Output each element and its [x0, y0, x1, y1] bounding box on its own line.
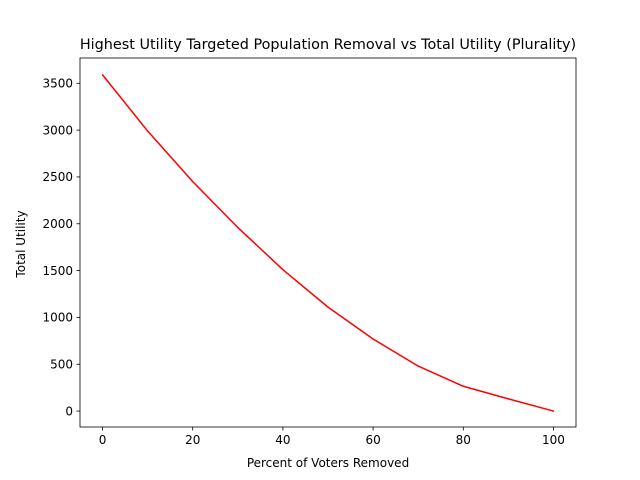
y-axis-label: Total Utility [14, 210, 28, 278]
data-point [372, 338, 374, 340]
data-point [552, 410, 555, 412]
x-tick-label: 0 [99, 433, 107, 447]
data-point [417, 365, 419, 367]
data-point [146, 130, 149, 132]
y-axis: 0 500 1000 1500 2000 2500 3000 3500 [42, 77, 80, 418]
y-tick-label: 1000 [42, 311, 73, 325]
plot-area [79, 57, 577, 428]
x-tick-label: 60 [365, 433, 380, 447]
x-axis: 0 20 40 60 80 100 [99, 427, 565, 447]
data-point [507, 398, 510, 400]
y-tick-label: 1500 [42, 264, 73, 278]
y-tick-label: 0 [65, 404, 73, 418]
x-tick-label: 40 [275, 433, 290, 447]
data-point [327, 306, 329, 308]
data-point [237, 226, 239, 229]
y-tick-label: 500 [50, 358, 73, 372]
data-point [101, 74, 104, 76]
x-tick-label: 80 [456, 433, 471, 447]
y-tick-label: 3000 [42, 123, 73, 137]
y-tick-label: 3500 [42, 77, 73, 91]
plot-frame [79, 57, 577, 428]
y-tick-label: 2000 [42, 217, 73, 231]
x-tick-label: 100 [542, 433, 565, 447]
chart-title: Highest Utility Targeted Population Remo… [80, 37, 576, 53]
data-point [462, 385, 465, 388]
x-axis-label: Percent of Voters Removed [247, 456, 409, 470]
data-point [282, 268, 284, 271]
x-tick-label: 20 [185, 433, 200, 447]
series-layer [101, 74, 555, 412]
y-tick-label: 2500 [42, 170, 73, 184]
data-point [191, 180, 194, 183]
series-line-0 [101, 74, 554, 412]
